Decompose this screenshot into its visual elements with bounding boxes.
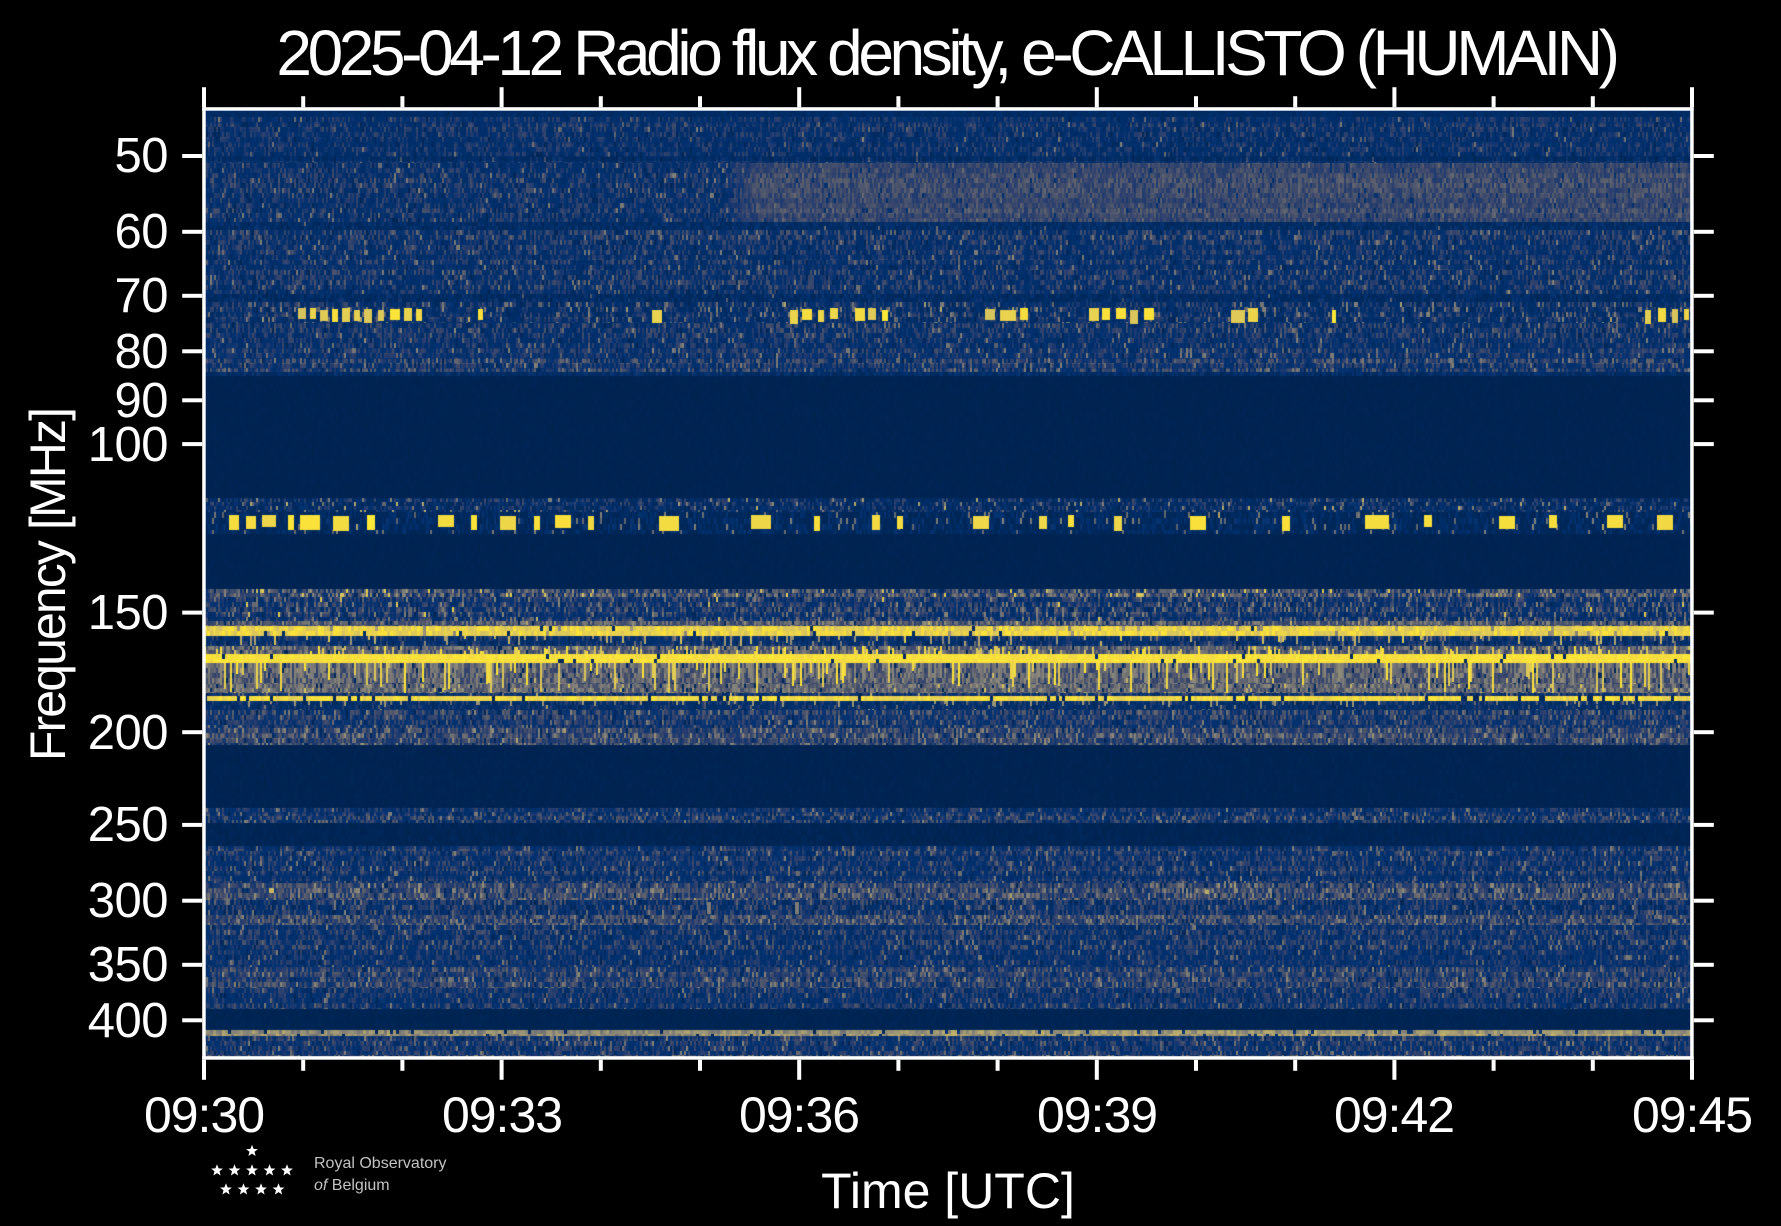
svg-text:Royal Observatory: Royal Observatory xyxy=(314,1155,447,1172)
svg-text:of Belgium: of Belgium xyxy=(314,1177,390,1194)
